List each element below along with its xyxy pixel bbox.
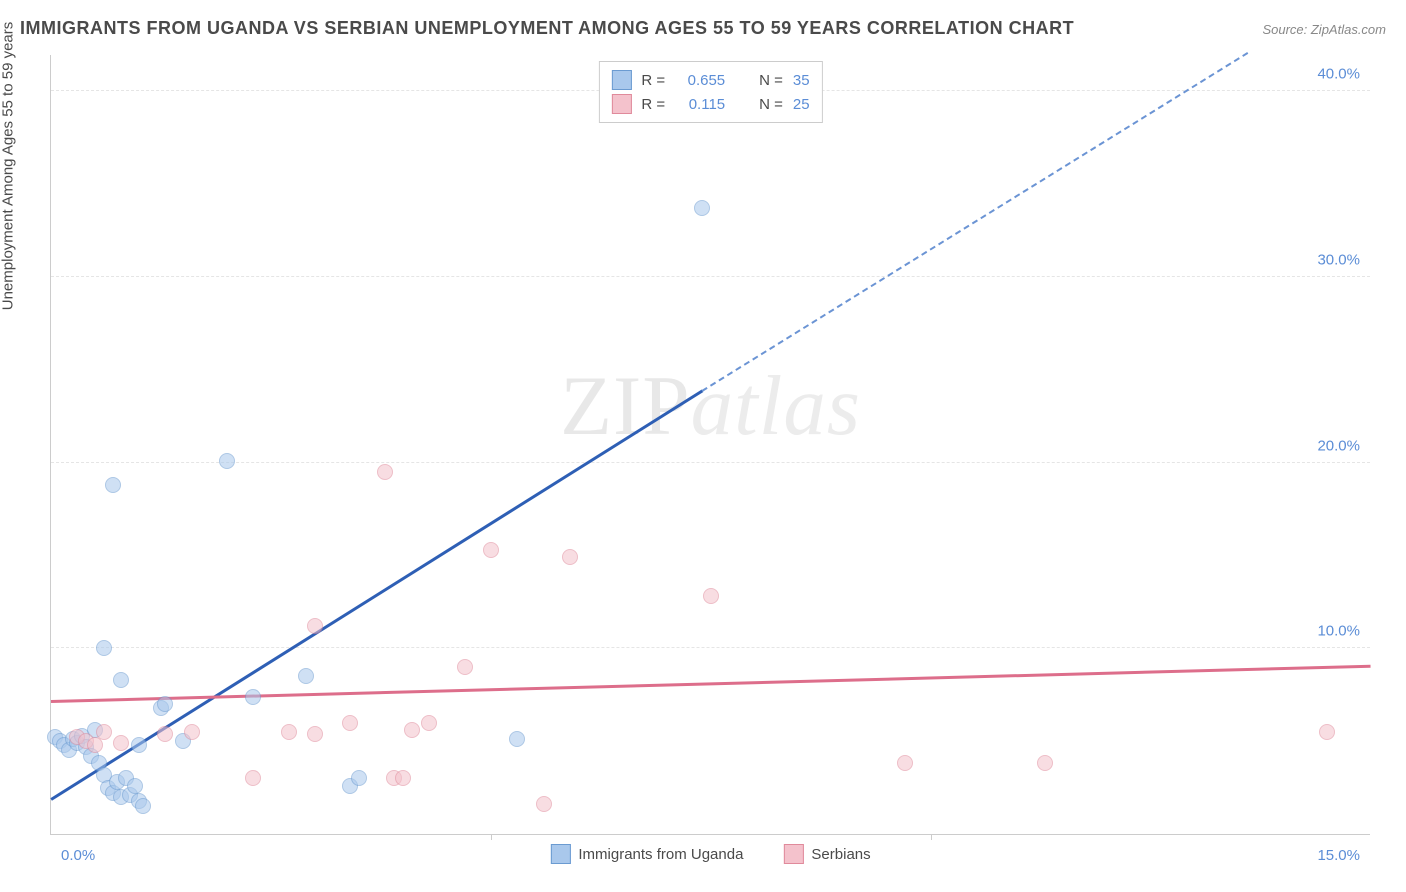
x-tick-label: 0.0%: [61, 847, 95, 864]
scatter-point: [96, 724, 112, 740]
source-prefix: Source:: [1262, 22, 1310, 37]
scatter-point: [694, 200, 710, 216]
scatter-point: [562, 549, 578, 565]
scatter-point: [703, 588, 719, 604]
legend-n-label: N =: [759, 72, 783, 89]
legend-item: Serbians: [783, 844, 870, 864]
legend-swatch: [611, 70, 631, 90]
scatter-point: [307, 726, 323, 742]
legend-n-value: 35: [793, 72, 810, 89]
scatter-point: [421, 715, 437, 731]
y-tick-label: 40.0%: [1317, 66, 1360, 83]
gridline: [51, 647, 1370, 648]
scatter-point: [404, 722, 420, 738]
watermark-atlas: atlas: [691, 359, 861, 453]
scatter-point: [509, 731, 525, 747]
scatter-point: [127, 778, 143, 794]
gridline: [51, 276, 1370, 277]
scatter-point: [113, 672, 129, 688]
legend-n-label: N =: [759, 96, 783, 113]
trend-line: [50, 390, 703, 801]
scatter-point: [307, 618, 323, 634]
scatter-point: [105, 477, 121, 493]
y-tick-label: 10.0%: [1317, 623, 1360, 640]
legend-label: Immigrants from Uganda: [578, 846, 743, 863]
legend-n-value: 25: [793, 96, 810, 113]
correlation-legend: R = 0.655 N = 35 R = 0.115 N = 25: [598, 61, 822, 123]
scatter-point: [157, 726, 173, 742]
scatter-point: [113, 735, 129, 751]
source-attribution: Source: ZipAtlas.com: [1262, 22, 1386, 37]
legend-r-label: R =: [641, 96, 665, 113]
watermark: ZIPatlas: [560, 357, 861, 455]
y-axis-label: Unemployment Among Ages 55 to 59 years: [0, 22, 17, 311]
y-tick-label: 30.0%: [1317, 251, 1360, 268]
scatter-point: [536, 796, 552, 812]
legend-item: Immigrants from Uganda: [550, 844, 743, 864]
legend-r-value: 0.115: [675, 96, 725, 113]
legend-r-label: R =: [641, 72, 665, 89]
scatter-point: [1319, 724, 1335, 740]
scatter-point: [184, 724, 200, 740]
chart-title: IMMIGRANTS FROM UGANDA VS SERBIAN UNEMPL…: [20, 18, 1074, 39]
scatter-point: [298, 668, 314, 684]
legend-row: R = 0.655 N = 35: [611, 68, 809, 92]
legend-swatch: [611, 94, 631, 114]
scatter-point: [245, 770, 261, 786]
y-tick-label: 20.0%: [1317, 437, 1360, 454]
source-name: ZipAtlas.com: [1311, 22, 1386, 37]
legend-swatch: [783, 844, 803, 864]
scatter-point: [457, 659, 473, 675]
gridline: [51, 462, 1370, 463]
scatter-point: [219, 453, 235, 469]
scatter-point: [157, 696, 173, 712]
scatter-point: [395, 770, 411, 786]
scatter-chart: ZIPatlas 10.0%20.0%30.0%40.0%0.0%15.0%R …: [50, 55, 1370, 835]
scatter-point: [245, 689, 261, 705]
scatter-point: [96, 640, 112, 656]
scatter-point: [897, 755, 913, 771]
x-tick-mark: [491, 834, 492, 840]
scatter-point: [1037, 755, 1053, 771]
scatter-point: [483, 542, 499, 558]
x-tick-label: 15.0%: [1317, 847, 1360, 864]
scatter-point: [281, 724, 297, 740]
scatter-point: [351, 770, 367, 786]
legend-swatch: [550, 844, 570, 864]
series-legend: Immigrants from Uganda Serbians: [550, 844, 870, 864]
legend-label: Serbians: [811, 846, 870, 863]
scatter-point: [135, 798, 151, 814]
scatter-point: [342, 715, 358, 731]
scatter-point: [377, 464, 393, 480]
scatter-point: [131, 737, 147, 753]
legend-row: R = 0.115 N = 25: [611, 92, 809, 116]
x-tick-mark: [931, 834, 932, 840]
legend-r-value: 0.655: [675, 72, 725, 89]
